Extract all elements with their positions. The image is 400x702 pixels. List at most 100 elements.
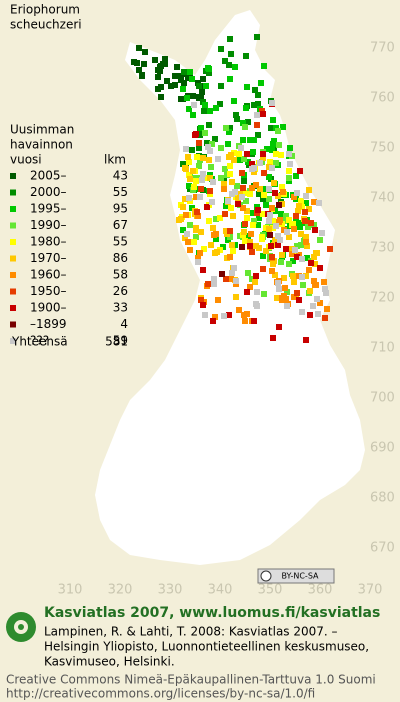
occurrence-square	[275, 280, 281, 286]
occurrence-square	[302, 218, 308, 224]
occurrence-square	[294, 243, 300, 249]
occurrence-square	[233, 112, 239, 118]
occurrence-square	[198, 297, 204, 303]
occurrence-square	[296, 203, 302, 209]
occurrence-square	[314, 296, 320, 302]
occurrence-square	[299, 256, 305, 262]
occurrence-square	[203, 83, 209, 89]
site-title: Kasviatlas 2007, www.luomus.fi/kasviatla…	[44, 605, 380, 621]
occurrence-square	[298, 242, 304, 248]
occurrence-square	[251, 218, 257, 224]
occurrence-square	[227, 76, 233, 82]
occurrence-square	[241, 190, 247, 196]
occurrence-square	[200, 302, 206, 308]
occurrence-square	[235, 201, 241, 207]
occurrence-square	[315, 311, 321, 317]
occurrence-square	[294, 290, 300, 296]
occurrence-square	[202, 130, 208, 136]
grid-y-label: 680	[370, 491, 395, 506]
citation: Helsingin Yliopisto, Luonnontieteellinen…	[44, 640, 369, 654]
occurrence-square	[223, 125, 229, 131]
occurrence-layer	[131, 34, 333, 343]
legend: 2005– 43 2000– 55 1995– 95 1990– 67 1980– 55 1970–…	[10, 169, 128, 348]
occurrence-square	[279, 252, 285, 258]
occurrence-square	[229, 242, 235, 248]
legend-swatch	[10, 173, 16, 179]
occurrence-square	[196, 95, 202, 101]
citation: Kasvimuseo, Helsinki.	[44, 655, 175, 669]
occurrence-square	[235, 196, 241, 202]
occurrence-square	[303, 239, 309, 245]
occurrence-square	[268, 243, 274, 249]
occurrence-square	[198, 229, 204, 235]
occurrence-square	[168, 83, 174, 89]
occurrence-square	[227, 125, 233, 131]
occurrence-square	[261, 291, 267, 297]
occurrence-square	[139, 72, 145, 78]
occurrence-square	[284, 289, 290, 295]
occurrence-square	[227, 254, 233, 260]
legend-count: 55	[113, 185, 128, 199]
occurrence-square	[194, 154, 200, 160]
occurrence-square	[244, 84, 250, 90]
occurrence-square	[324, 306, 330, 312]
occurrence-square	[290, 258, 296, 264]
occurrence-square	[306, 206, 312, 212]
grid-x-label: 320	[108, 583, 133, 598]
occurrence-square	[205, 65, 211, 71]
occurrence-square	[317, 265, 323, 271]
occurrence-square	[249, 161, 255, 167]
occurrence-square	[261, 63, 267, 69]
occurrence-square	[187, 176, 193, 182]
occurrence-square	[253, 182, 259, 188]
occurrence-square	[210, 179, 216, 185]
occurrence-square	[269, 100, 275, 106]
occurrence-square	[270, 218, 276, 224]
occurrence-square	[136, 45, 142, 51]
occurrence-square	[303, 234, 309, 240]
occurrence-square	[247, 137, 253, 143]
occurrence-square	[291, 294, 297, 300]
occurrence-square	[290, 273, 296, 279]
occurrence-square	[213, 231, 219, 237]
occurrence-square	[240, 185, 246, 191]
occurrence-square	[284, 303, 290, 309]
occurrence-square	[141, 61, 147, 67]
occurrence-square	[174, 64, 180, 70]
occurrence-square	[247, 284, 253, 290]
occurrence-square	[297, 168, 303, 174]
occurrence-square	[195, 255, 201, 261]
occurrence-square	[193, 225, 199, 231]
occurrence-square	[260, 211, 266, 217]
occurrence-square	[201, 108, 207, 114]
occurrence-square	[296, 297, 302, 303]
legend-count: 58	[113, 268, 128, 282]
occurrence-square	[256, 191, 262, 197]
occurrence-square	[239, 194, 245, 200]
occurrence-square	[269, 147, 275, 153]
occurrence-square	[218, 46, 224, 52]
occurrence-square	[136, 67, 142, 73]
occurrence-square	[215, 297, 221, 303]
occurrence-square	[204, 204, 210, 210]
occurrence-square	[231, 265, 237, 271]
occurrence-square	[206, 218, 212, 224]
license-badge-text: BY-NC-SA	[281, 572, 319, 581]
legend-count: 4	[120, 317, 128, 331]
occurrence-square	[190, 112, 196, 118]
legend-count: 55	[113, 235, 128, 249]
occurrence-square	[293, 173, 299, 179]
occurrence-square	[185, 154, 191, 160]
occurrence-square	[232, 64, 238, 70]
occurrence-square	[218, 145, 224, 151]
occurrence-square	[240, 137, 246, 143]
occurrence-square	[270, 117, 276, 123]
occurrence-square	[200, 171, 206, 177]
occurrence-square	[189, 76, 195, 82]
occurrence-square	[306, 187, 312, 193]
occurrence-square	[266, 226, 272, 232]
occurrence-square	[251, 165, 257, 171]
occurrence-square	[193, 194, 199, 200]
legend-swatch	[10, 305, 16, 311]
